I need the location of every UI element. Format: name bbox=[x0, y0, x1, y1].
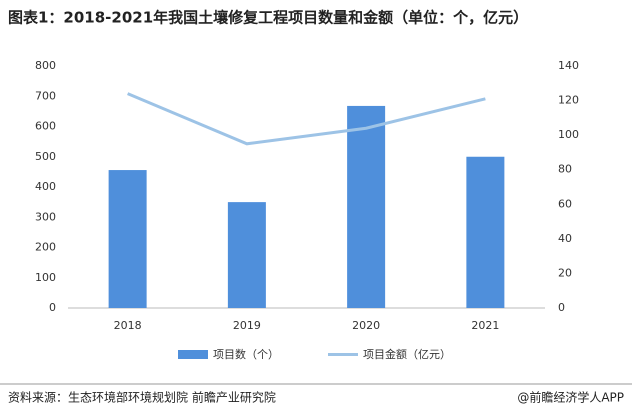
y-tick-label: 400 bbox=[35, 180, 56, 193]
y2-tick-label: 120 bbox=[558, 94, 579, 107]
source: 资料来源：生态环境部环境规划院 前瞻产业研究院 bbox=[8, 390, 276, 405]
x-tick-label: 2020 bbox=[352, 319, 380, 332]
legend-label: 项目数（个） bbox=[213, 348, 279, 361]
bar bbox=[466, 156, 505, 308]
y-tick-label: 0 bbox=[49, 301, 56, 314]
bar bbox=[347, 105, 386, 309]
line bbox=[127, 92, 486, 146]
y2-tick-label: 60 bbox=[558, 197, 572, 210]
x-tick-label: 2021 bbox=[471, 319, 499, 332]
x-tick-label: 2018 bbox=[114, 319, 142, 332]
y-tick-label: 200 bbox=[35, 241, 56, 254]
legend-label: 项目金额（亿元） bbox=[363, 347, 451, 361]
y-tick-label: 600 bbox=[35, 120, 56, 133]
y2-tick-label: 40 bbox=[558, 232, 572, 245]
bar bbox=[108, 170, 147, 308]
credit: @前瞻经济学人APP bbox=[517, 390, 624, 405]
y-tick-label: 700 bbox=[35, 89, 56, 102]
x-tick-label: 2019 bbox=[233, 319, 261, 332]
y2-tick-label: 80 bbox=[558, 163, 572, 176]
y-tick-label: 500 bbox=[35, 150, 56, 163]
y2-tick-label: 20 bbox=[558, 266, 572, 279]
y-tick-label: 800 bbox=[35, 59, 56, 72]
y2-tick-label: 140 bbox=[558, 59, 579, 72]
y-tick-label: 100 bbox=[35, 271, 56, 284]
y2-tick-label: 100 bbox=[558, 128, 579, 141]
y-tick-label: 300 bbox=[35, 210, 56, 223]
bar bbox=[227, 202, 266, 308]
legend-swatch bbox=[178, 350, 208, 359]
chart-title: 图表1：2018-2021年我国土壤修复工程项目数量和金额（单位：个，亿元） bbox=[8, 9, 528, 27]
y2-tick-label: 0 bbox=[558, 301, 565, 314]
